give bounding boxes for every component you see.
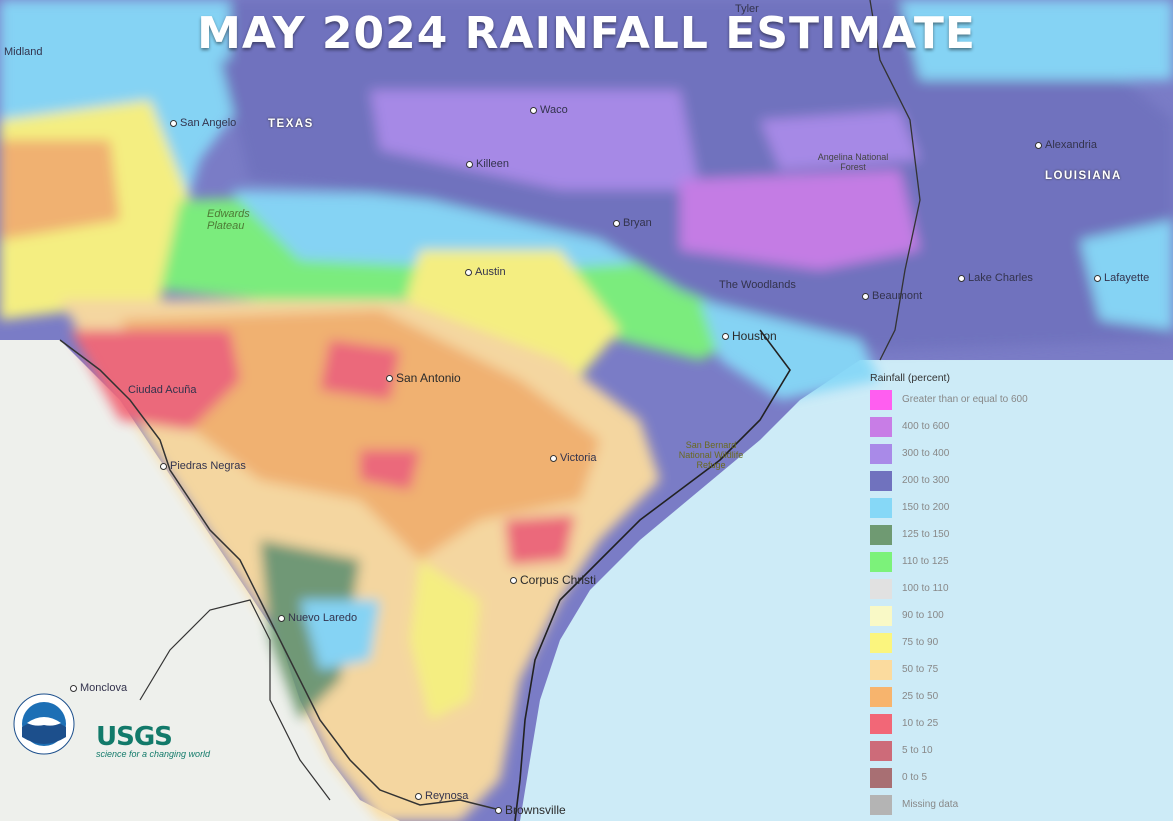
city-austin: Austin [465,266,506,278]
city-killeen: Killeen [466,158,509,170]
legend-label: Greater than or equal to 600 [902,394,1028,405]
city-nuevo-laredo: Nuevo Laredo [278,612,357,624]
state-label-texas: TEXAS [268,118,314,130]
legend-label: 200 to 300 [902,475,950,486]
city-brownsville: Brownsville [495,803,566,817]
map-title: MAY 2024 RAINFALL ESTIMATE [197,8,976,59]
legend-swatch [870,633,892,653]
legend: Rainfall (percent) Greater than or equal… [862,368,1173,821]
legend-swatch [870,660,892,680]
state-label-louisiana: LOUISIANA [1045,170,1122,182]
legend-label: 300 to 400 [902,448,950,459]
region-label-san-bernard: San Bernard National Wildlife Refuge [678,440,744,470]
city-lafayette: Lafayette [1094,272,1149,284]
legend-swatch [870,552,892,572]
city-waco: Waco [530,104,568,116]
usgs-wordmark: USGS [96,722,173,752]
region-label-edwards-plateau: Edwards Plateau [207,208,250,232]
legend-label: 125 to 150 [902,529,950,540]
legend-label: 75 to 90 [902,637,939,648]
city-san-antonio: San Antonio [386,371,461,385]
legend-swatch [870,714,892,734]
legend-label: 50 to 75 [902,664,939,675]
coastline [514,329,791,821]
usgs-tagline: science for a changing world [96,749,211,759]
legend-swatch [870,768,892,788]
legend-title: Rainfall (percent) [870,372,950,384]
mx-state-border [139,599,331,801]
legend-label: 5 to 10 [902,745,933,756]
city-corpus-christi: Corpus Christi [510,573,596,587]
legend-swatch [870,525,892,545]
legend-label: Missing data [902,799,959,810]
legend-swatch [870,795,892,815]
city-ciudad-acuna: Ciudad Acuña [128,384,197,396]
city-piedras-negras: Piedras Negras [160,460,246,472]
city-tyler: Tyler [735,3,759,15]
legend-swatch [870,741,892,761]
legend-swatch [870,579,892,599]
legend-label: 110 to 125 [902,556,949,567]
legend-label: 150 to 200 [902,502,950,513]
city-midland: Midland [4,46,43,58]
legend-swatch [870,390,892,410]
legend-label: 400 to 600 [902,421,950,432]
noaa-logo [13,693,75,755]
city-bryan: Bryan [613,217,652,229]
legend-label: 25 to 50 [902,691,939,702]
usgs-logo: USGS science for a changing world [96,722,210,759]
legend-label: 90 to 100 [902,610,944,621]
city-lake-charles: Lake Charles [958,272,1033,284]
legend-swatch [870,498,892,518]
legend-swatch [870,606,892,626]
city-alexandria: Alexandria [1035,139,1097,151]
legend-swatch [870,444,892,464]
legend-label: 10 to 25 [902,718,939,729]
legend-label: 100 to 110 [902,583,949,594]
region-label-angelina: Angelina National Forest [817,152,889,172]
rio-grande-border [59,339,501,811]
legend-swatch [870,687,892,707]
city-san-angelo: San Angelo [170,117,236,129]
legend-label: 0 to 5 [902,772,928,783]
gulf-water [520,360,1173,821]
legend-swatch [870,417,892,437]
city-monclova: Monclova [70,682,127,694]
city-beaumont: Beaumont [862,290,922,302]
city-houston: Houston [722,329,777,343]
legend-swatch [870,471,892,491]
tx-la-border [869,0,921,361]
city-victoria: Victoria [550,452,596,464]
city-the-woodlands: The Woodlands [719,279,796,291]
city-reynosa: Reynosa [415,790,468,802]
